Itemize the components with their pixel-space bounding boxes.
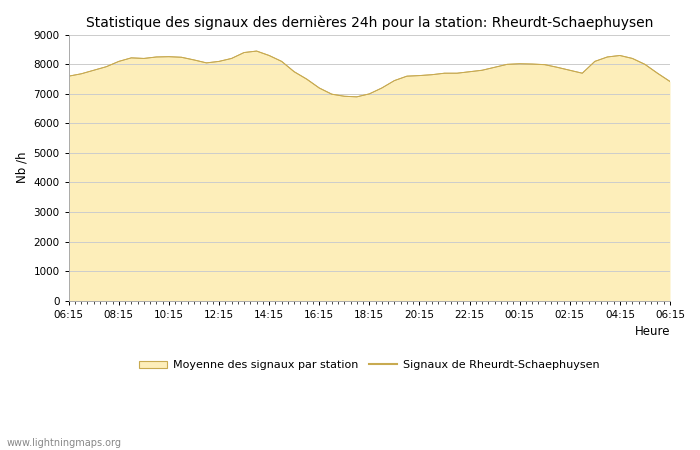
Legend: Moyenne des signaux par station, Signaux de Rheurdt-Schaephuysen: Moyenne des signaux par station, Signaux… bbox=[135, 356, 603, 375]
Text: www.lightningmaps.org: www.lightningmaps.org bbox=[7, 438, 122, 448]
Y-axis label: Nb /h: Nb /h bbox=[15, 152, 28, 184]
Title: Statistique des signaux des dernières 24h pour la station: Rheurdt-Schaephuysen: Statistique des signaux des dernières 24… bbox=[85, 15, 653, 30]
X-axis label: Heure: Heure bbox=[634, 325, 670, 338]
